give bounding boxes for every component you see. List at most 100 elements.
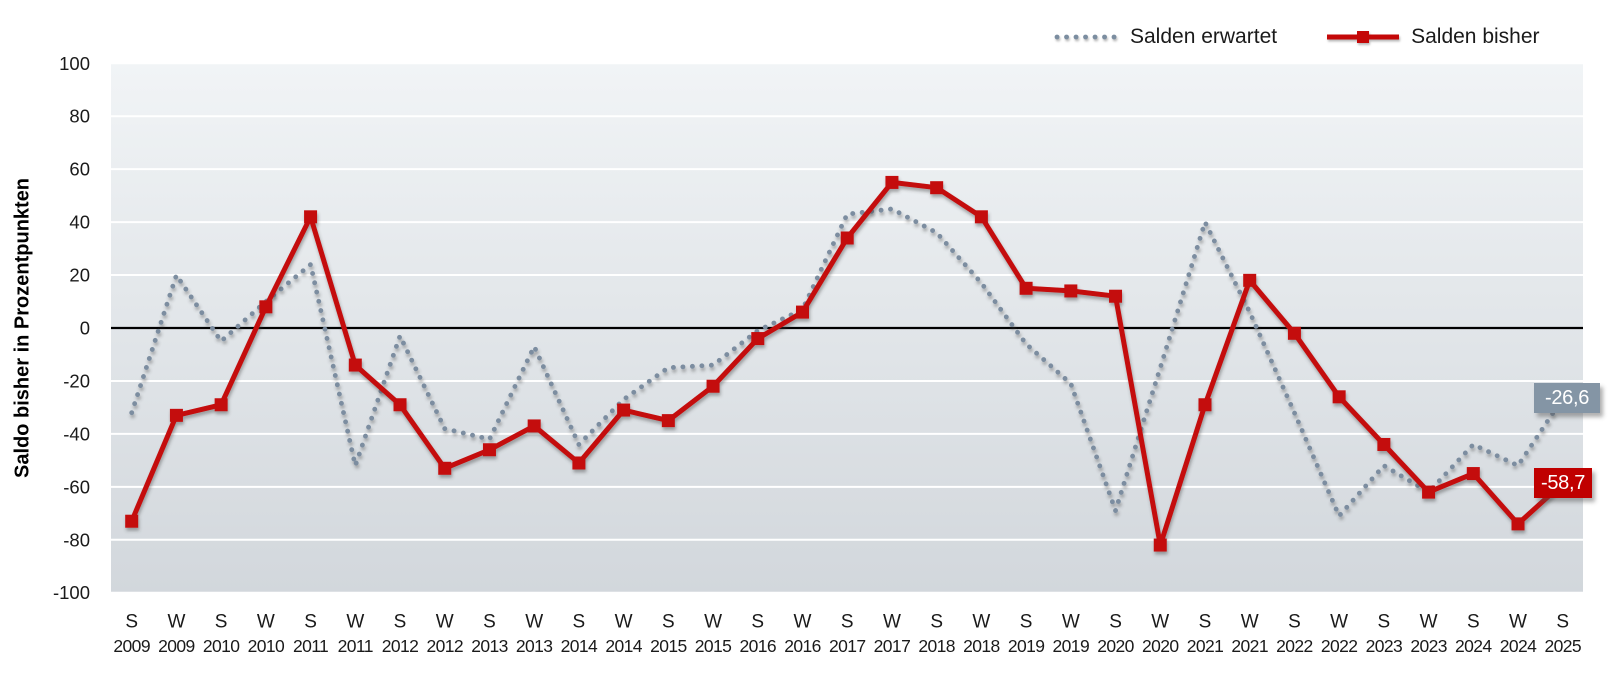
- salden-bisher-marker: [438, 461, 452, 475]
- x-tick-year-label: 2014: [605, 636, 642, 656]
- x-tick-year-label: 2016: [740, 636, 777, 656]
- y-tick-label: 80: [69, 106, 90, 127]
- salden-bisher-marker: [617, 403, 631, 417]
- x-tick-season-label: S: [1109, 612, 1122, 633]
- end-label-salden-bisher: -58,7: [1534, 468, 1592, 499]
- y-tick-label: -40: [63, 423, 90, 444]
- salden-bisher-marker: [1332, 390, 1346, 404]
- x-tick-year-label: 2009: [113, 636, 150, 656]
- legend-item-salden-erwartet: Salden erwartet: [1052, 25, 1277, 49]
- x-tick-season-label: W: [436, 612, 454, 633]
- salden-bisher-marker: [1153, 538, 1167, 552]
- salden-bisher-marker: [393, 398, 407, 412]
- salden-bisher-marker: [840, 231, 854, 245]
- x-tick-year-label: 2022: [1321, 636, 1358, 656]
- salden-bisher-marker: [796, 305, 809, 319]
- x-tick-season-label: W: [883, 612, 901, 633]
- x-tick-year-label: 2017: [829, 636, 866, 656]
- x-tick-season-label: W: [1420, 612, 1438, 633]
- x-tick-season-label: S: [662, 612, 675, 633]
- x-tick-season-label: S: [573, 612, 586, 633]
- x-tick-year-label: 2012: [426, 636, 463, 656]
- salden-bisher-marker: [1377, 437, 1391, 451]
- salden-bisher-marker: [214, 398, 228, 412]
- x-tick-season-label: W: [1151, 612, 1169, 633]
- end-label-salden-erwartet: -26,6: [1534, 383, 1600, 414]
- salden-bisher-marker: [1422, 485, 1436, 499]
- x-tick-season-label: S: [1288, 612, 1301, 633]
- salden-erwartet-line: [129, 206, 1566, 521]
- y-tick-label: 100: [59, 53, 90, 74]
- salden-bisher-marker: [125, 514, 139, 528]
- x-tick-season-label: W: [1509, 612, 1527, 633]
- x-tick-season-label: S: [1199, 612, 1212, 633]
- x-tick-year-label: 2023: [1366, 636, 1403, 656]
- salden-bisher-marker: [1064, 284, 1078, 298]
- x-tick-year-label: 2018: [918, 636, 955, 656]
- solid-line-sample-icon: [1327, 31, 1400, 43]
- salden-bisher-marker: [169, 408, 183, 422]
- x-tick-season-label: S: [1467, 612, 1480, 633]
- x-tick-season-label: S: [125, 612, 138, 633]
- salden-bisher-marker: [1019, 281, 1033, 295]
- series-salden-bisher: [125, 175, 1570, 552]
- x-tick-season-label: S: [1378, 612, 1391, 633]
- x-tick-year-label: 2013: [516, 636, 553, 656]
- salden-bisher-marker: [1511, 517, 1525, 531]
- x-tick-season-label: W: [704, 612, 722, 633]
- x-tick-year-label: 2015: [695, 636, 732, 656]
- x-tick-season-label: S: [394, 612, 407, 633]
- x-tick-year-label: 2009: [158, 636, 195, 656]
- x-tick-year-label: 2019: [1008, 636, 1045, 656]
- x-tick-season-label: W: [615, 612, 633, 633]
- x-tick-season-label: S: [930, 612, 943, 633]
- y-tick-label: 40: [69, 212, 90, 233]
- dotted-line-sample-icon: [1054, 34, 1118, 40]
- x-tick-season-label: W: [1330, 612, 1348, 633]
- salden-bisher-marker: [974, 210, 988, 224]
- x-tick-season-label: W: [346, 612, 364, 633]
- x-tick-year-label: 2011: [293, 636, 328, 656]
- x-tick-year-label: 2010: [203, 636, 240, 656]
- y-tick-label: -100: [53, 582, 90, 603]
- x-tick-year-label: 2010: [248, 636, 285, 656]
- y-tick-label: -80: [63, 529, 90, 550]
- x-tick-season-label: S: [215, 612, 228, 633]
- y-tick-label: 60: [69, 159, 90, 180]
- x-tick-year-label: 2011: [338, 636, 373, 656]
- x-tick-season-label: S: [483, 612, 496, 633]
- x-tick-year-label: 2023: [1410, 636, 1447, 656]
- x-tick-year-label: 2018: [963, 636, 1000, 656]
- y-tick-label: -60: [63, 476, 90, 497]
- x-tick-season-label: W: [972, 612, 990, 633]
- legend-label-salden-bisher: Salden bisher: [1411, 25, 1540, 48]
- x-tick-year-label: 2024: [1500, 636, 1537, 656]
- x-tick-season-label: S: [841, 612, 854, 633]
- x-tick-year-label: 2012: [382, 636, 419, 656]
- salden-bisher-marker: [1243, 273, 1257, 287]
- salden-bisher-marker: [1287, 326, 1301, 340]
- legend: Salden erwartet Salden bisher: [1052, 18, 1540, 56]
- y-tick-label: 20: [69, 265, 90, 286]
- x-tick-year-label: 2016: [784, 636, 821, 656]
- salden-bisher-marker: [751, 332, 765, 346]
- series-salden-erwartet: [129, 206, 1566, 521]
- x-tick-year-label: 2021: [1187, 636, 1224, 656]
- x-tick-year-label: 2020: [1142, 636, 1179, 656]
- salden-bisher-marker: [348, 358, 362, 372]
- x-tick-year-label: 2017: [874, 636, 911, 656]
- x-tick-year-label: 2021: [1231, 636, 1268, 656]
- legend-label-salden-erwartet: Salden erwartet: [1130, 25, 1278, 48]
- x-tick-year-label: 2014: [561, 636, 598, 656]
- x-tick-season-label: S: [304, 612, 317, 633]
- salden-bisher-marker: [259, 300, 273, 314]
- x-tick-season-label: W: [525, 612, 543, 633]
- salden-bisher-marker: [304, 210, 318, 224]
- x-tick-season-label: W: [794, 612, 812, 633]
- x-tick-year-label: 2022: [1276, 636, 1313, 656]
- salden-bisher-marker: [706, 379, 720, 393]
- salden-bisher-marker: [572, 456, 586, 470]
- x-tick-year-label: 2025: [1544, 636, 1581, 656]
- y-tick-label: -20: [63, 370, 90, 391]
